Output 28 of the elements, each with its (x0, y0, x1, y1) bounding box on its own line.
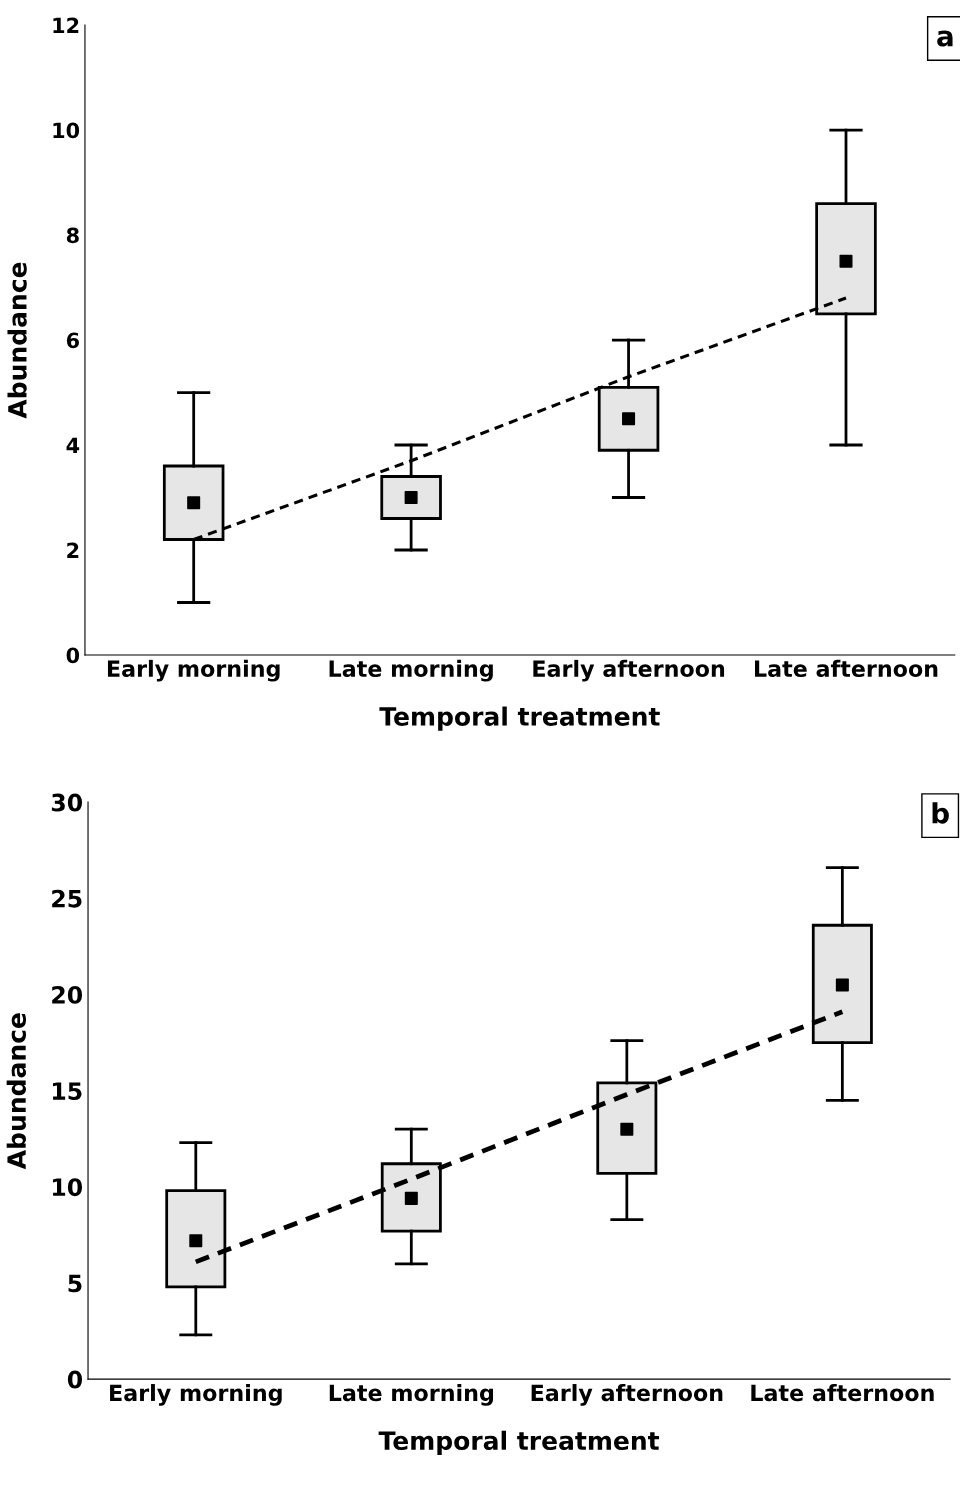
x-tick-label: Early afternoon (533, 659, 725, 682)
x-tick-label: Early morning (107, 659, 280, 682)
y-axis-title: Abundance (7, 262, 27, 419)
y-tick-label: 30 (51, 793, 83, 812)
y-tick-label: 0 (67, 1370, 83, 1389)
y-tick-label: 6 (66, 332, 79, 349)
y-tick-label: 15 (52, 1082, 82, 1100)
x-tick-label: Late afternoon (751, 1384, 934, 1402)
y-tick-label: 2 (67, 542, 79, 558)
y-tick-label: 10 (52, 1178, 83, 1197)
x-axis-title: Temporal treatment (379, 706, 660, 731)
y-axis-title: Abundance (6, 1013, 27, 1170)
y-tick-label: 10 (53, 122, 80, 139)
x-tick-label: Early afternoon (531, 1384, 723, 1406)
y-tick-label: 0 (66, 647, 80, 664)
y-tick-label: 5 (68, 1274, 82, 1293)
y-tick-label: 12 (53, 17, 79, 33)
x-tick-label: Late afternoon (755, 659, 938, 678)
annotation: a (937, 30, 953, 47)
x-tick-label: Late morning (329, 1384, 494, 1406)
x-tick-label: Late morning (329, 659, 493, 682)
y-tick-label: 4 (66, 437, 80, 453)
y-tick-label: 25 (52, 889, 82, 908)
y-tick-label: 8 (66, 227, 79, 244)
y-tick-label: 20 (52, 985, 83, 1004)
x-tick-label: Early morning (110, 1384, 282, 1406)
annotation: b (932, 802, 949, 824)
x-axis-title: Temporal treatment (378, 1430, 660, 1455)
